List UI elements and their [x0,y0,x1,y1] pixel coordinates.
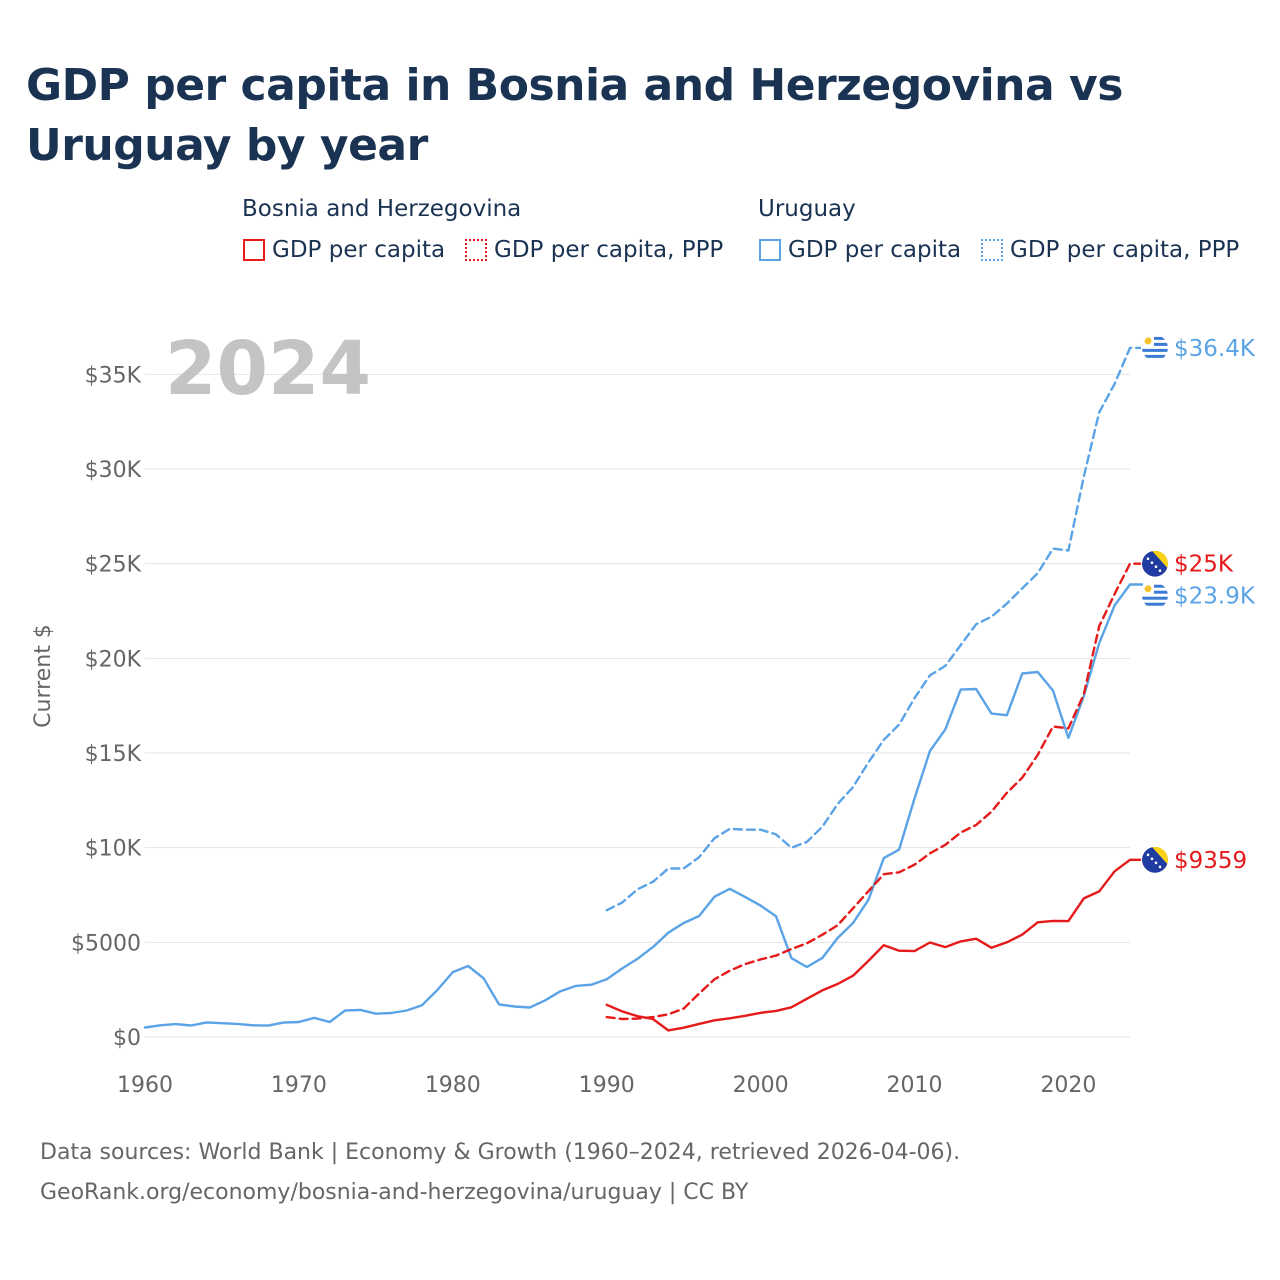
y-axis-label: Current $ [31,624,56,728]
x-tick-label: 1960 [117,1073,173,1098]
flag-ring [1141,333,1169,362]
legend-item-uruguay-gdp[interactable]: GDP per capita [759,236,961,264]
legend-group-bosnia: Bosnia and Herzegovina [242,196,522,222]
legend-label: GDP per capita, PPP [494,237,724,263]
y-tick-label: $15K [85,742,142,767]
legend-swatch-dotted-icon [981,239,1003,261]
x-axis-ticks: 1960 1970 1980 1990 2000 2010 2020 [117,1073,1096,1098]
series-end-labels: $36.4K $25K $23.9K $9359 [1141,333,1256,874]
flag-ring [1141,845,1169,874]
y-tick-label: $10K [85,837,142,862]
y-tick-label: $5000 [71,931,141,956]
x-tick-label: 1980 [425,1073,481,1098]
legend-swatch-dotted-icon [465,239,487,261]
x-tick-label: 1970 [271,1073,327,1098]
y-tick-label: $35K [85,363,142,388]
end-value-label: $36.4K [1174,336,1256,362]
x-tick-label: 2020 [1040,1073,1096,1098]
end-value-label: $23.9K [1174,584,1256,610]
flag-ring [1141,549,1169,578]
grid-lines [145,373,1130,1038]
series-line [605,562,1144,1021]
series-lines [143,346,1144,1032]
footer-sources: Data sources: World Bank | Economy & Gro… [40,1140,961,1165]
x-tick-label: 2000 [733,1073,789,1098]
y-axis-ticks: $0 $5000 $10K $15K $20K $25K $30K $35K [71,363,142,1051]
y-tick-label: $0 [113,1026,141,1051]
series-line [605,858,1144,1032]
series-line [605,346,1144,912]
legend-swatch-solid-icon [759,239,781,261]
y-tick-label: $30K [85,458,142,483]
y-tick-label: $25K [85,553,142,578]
legend-item-bosnia-gdp-ppp[interactable]: GDP per capita, PPP [465,236,723,264]
year-watermark: 2024 [165,326,371,412]
flag-ring [1141,581,1169,610]
legend-item-uruguay-gdp-ppp[interactable]: GDP per capita, PPP [981,236,1239,264]
legend-group-uruguay: Uruguay [758,196,856,222]
legend-label: GDP per capita [272,237,446,263]
footer-attribution[interactable]: GeoRank.org/economy/bosnia-and-herzegovi… [40,1180,749,1205]
legend-swatch-solid-icon [243,239,265,261]
x-tick-label: 1990 [579,1073,635,1098]
end-value-label: $9359 [1174,848,1247,874]
end-value-label: $25K [1174,552,1234,578]
series-line [143,583,1144,1029]
legend-label: GDP per capita, PPP [1010,237,1240,263]
legend-item-bosnia-gdp[interactable]: GDP per capita [243,236,445,264]
legend-label: GDP per capita [788,237,962,263]
chart-title: GDP per capita in Bosnia and Herzegovina… [26,60,1123,171]
y-tick-label: $20K [85,647,142,672]
x-tick-label: 2010 [887,1073,943,1098]
